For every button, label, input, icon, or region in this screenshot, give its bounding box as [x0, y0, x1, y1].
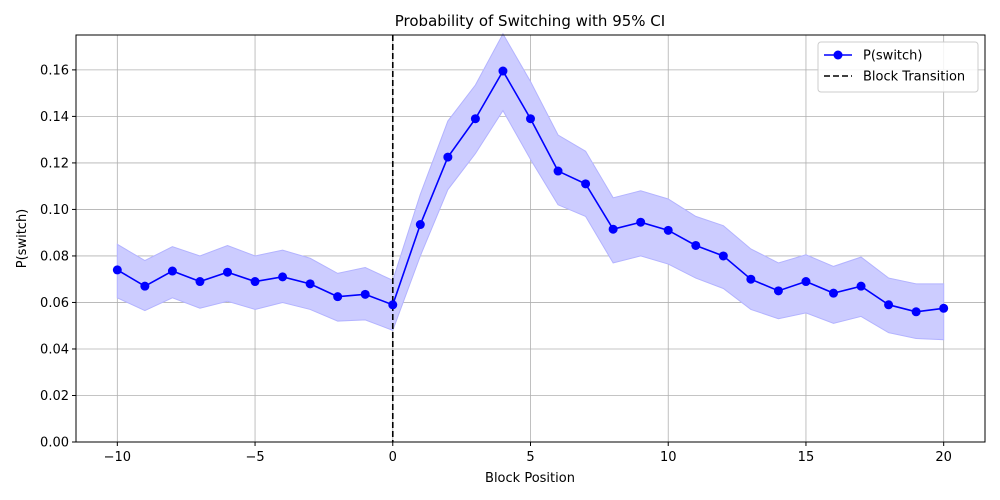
data-point [195, 277, 205, 287]
x-tick-label: 0 [389, 450, 397, 465]
legend-label-reference: Block Transition [863, 70, 965, 85]
y-tick-label: 0.08 [40, 249, 69, 264]
y-axis-ticks: 0.00 0.02 0.04 0.06 0.08 0.10 0.12 0.14 0.16 [40, 63, 76, 451]
data-point [470, 114, 480, 124]
data-point [636, 217, 646, 227]
y-tick-label: 0.10 [40, 203, 69, 218]
data-point [581, 179, 591, 189]
y-tick-label: 0.16 [40, 63, 69, 78]
x-tick-label: −10 [104, 450, 131, 465]
legend-box [817, 41, 979, 93]
data-point [829, 288, 838, 298]
chart-title: Probability of Switching with 95% CI [395, 12, 665, 30]
x-tick-label: 15 [798, 450, 815, 465]
legend-label-series: P(switch) [863, 49, 922, 64]
data-point [250, 277, 260, 287]
data-point [333, 292, 343, 302]
data-point [608, 224, 618, 234]
data-point [884, 300, 894, 310]
legend: P(switch) Block Transition [817, 41, 979, 93]
data-point [773, 286, 783, 296]
data-point [911, 307, 921, 317]
data-point [223, 267, 232, 277]
data-point [278, 272, 288, 282]
data-point [801, 277, 811, 287]
y-tick-label: 0.14 [40, 110, 69, 125]
x-axis-label: Block Position [485, 471, 575, 486]
data-point [856, 281, 866, 291]
confidence-band [116, 32, 945, 341]
data-point [360, 289, 370, 299]
x-tick-label: 20 [935, 450, 952, 465]
series-group [112, 66, 949, 317]
data-point [526, 114, 535, 124]
y-tick-label: 0.02 [40, 389, 69, 404]
data-point [415, 220, 425, 230]
data-point [140, 281, 150, 291]
data-point [305, 279, 315, 289]
legend-series-marker [833, 50, 843, 60]
data-point [718, 251, 728, 261]
data-point [691, 240, 701, 250]
y-axis-label: P(switch) [15, 209, 30, 268]
data-point [388, 300, 398, 310]
y-tick-label: 0.04 [40, 342, 69, 357]
data-point [663, 225, 673, 235]
y-tick-label: 0.00 [40, 436, 69, 451]
data-point [553, 166, 563, 176]
data-point [939, 303, 949, 313]
y-tick-label: 0.06 [40, 296, 69, 311]
data-point [746, 274, 756, 284]
data-point [498, 66, 508, 76]
y-tick-label: 0.12 [40, 156, 69, 171]
x-tick-label: 5 [526, 450, 534, 465]
ci-band-area [116, 32, 945, 341]
data-point [167, 266, 177, 276]
x-tick-label: −5 [245, 450, 264, 465]
data-point [112, 265, 122, 275]
x-axis-ticks: −10 −5 0 5 10 15 20 [104, 442, 952, 465]
data-point [443, 152, 453, 162]
x-tick-label: 10 [660, 450, 677, 465]
